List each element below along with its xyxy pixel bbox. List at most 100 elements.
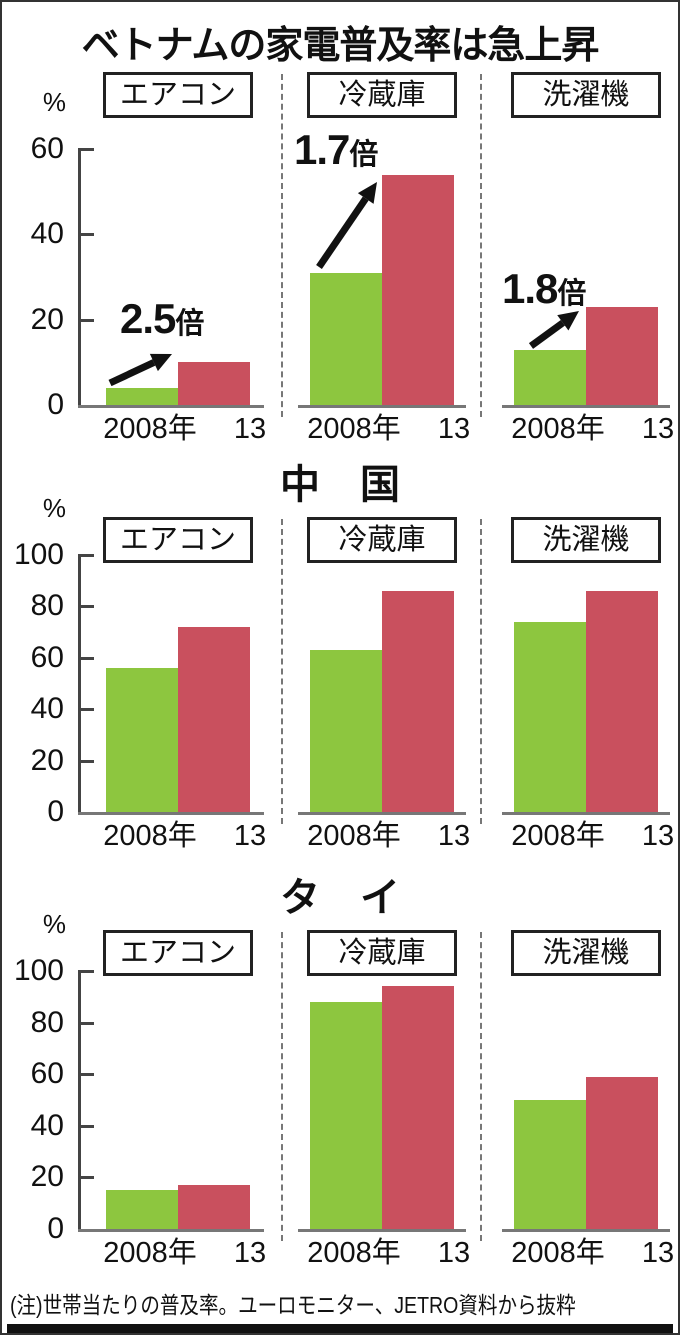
y-tick-mark — [78, 708, 94, 712]
bar-2013 — [382, 590, 454, 812]
x-tick-label-2008: 2008年 — [511, 820, 605, 852]
region-header: 中 国 — [280, 463, 400, 507]
bar-2013 — [382, 986, 454, 1229]
panel-label-box: エアコン — [103, 930, 253, 976]
y-tick-label: 20 — [30, 743, 64, 777]
y-axis-line — [78, 555, 81, 812]
panel-label-box: エアコン — [103, 517, 253, 563]
y-tick-mark — [78, 759, 94, 763]
bar-2013 — [178, 362, 250, 405]
x-tick-label-13: 13 — [437, 413, 471, 445]
ratio-annotation: 1.8倍 — [502, 265, 586, 313]
x-tick-label-2008: 2008年 — [511, 1237, 605, 1269]
y-tick-mark — [78, 148, 94, 151]
ratio-annotation: 2.5倍 — [120, 295, 204, 343]
bar-2013 — [586, 306, 658, 405]
y-tick-label: 60 — [30, 132, 64, 165]
y-tick-label: 0 — [47, 1212, 64, 1245]
x-tick-label-13: 13 — [233, 413, 267, 445]
bar-2013 — [586, 1076, 658, 1229]
panel-separator — [281, 519, 283, 824]
y-tick-label: 100 — [13, 538, 64, 571]
panel-label-box: 冷蔵庫 — [307, 517, 457, 563]
x-axis-baseline — [502, 405, 670, 408]
bar-2008 — [310, 272, 382, 405]
x-axis-baseline — [78, 405, 264, 408]
panel-separator — [480, 74, 482, 417]
bar-2013 — [586, 590, 658, 812]
y-axis-unit: % — [42, 87, 66, 117]
panel-separator — [281, 932, 283, 1241]
y-tick-label: 20 — [30, 1160, 64, 1194]
x-tick-label-13: 13 — [437, 820, 471, 852]
panel-label-box: 洗濯機 — [511, 517, 661, 563]
x-tick-label-2008: 2008年 — [307, 413, 401, 445]
panel-separator — [480, 932, 482, 1241]
y-tick-mark — [78, 1021, 94, 1025]
y-tick-label: 80 — [30, 589, 64, 623]
y-axis-unit: % — [42, 909, 66, 939]
ratio-number: 1.8 — [502, 265, 558, 312]
y-axis-line — [78, 149, 81, 405]
panel-label-box: 冷蔵庫 — [307, 72, 457, 118]
y-tick-label: 60 — [30, 640, 64, 674]
panel-label-box: 洗濯機 — [511, 930, 661, 976]
y-tick-label: 40 — [30, 692, 64, 726]
y-tick-label: 100 — [13, 954, 64, 987]
y-tick-label: 20 — [30, 302, 64, 336]
y-tick-label: 40 — [30, 217, 64, 251]
bar-2008 — [310, 650, 382, 812]
bar-2008 — [514, 1100, 586, 1229]
y-tick-mark — [78, 233, 94, 237]
x-axis-baseline — [78, 812, 264, 815]
x-tick-label-2008: 2008年 — [103, 413, 197, 445]
panel-label-box: 冷蔵庫 — [307, 930, 457, 976]
bar-2013 — [382, 174, 454, 405]
x-tick-label-13: 13 — [641, 413, 675, 445]
increase-arrow-icon — [316, 182, 377, 269]
y-tick-label: 40 — [30, 1108, 64, 1142]
x-tick-label-13: 13 — [437, 1237, 471, 1269]
y-tick-label: 60 — [30, 1057, 64, 1091]
figure-title: ベトナムの家電普及率は急上昇 — [81, 25, 600, 67]
panel-label-box: 洗濯機 — [511, 72, 661, 118]
x-axis-baseline — [298, 812, 466, 815]
x-tick-label-13: 13 — [641, 820, 675, 852]
y-tick-label: 0 — [47, 795, 64, 828]
panel-separator — [480, 519, 482, 824]
x-axis-baseline — [502, 812, 670, 815]
y-tick-mark — [78, 554, 94, 557]
x-axis-baseline — [502, 1229, 670, 1232]
ratio-number: 1.7 — [294, 126, 350, 173]
ratio-suffix: 倍 — [557, 278, 587, 310]
footer-note: (注)世帯当たりの普及率。ユーロモニター、JETRO資料から抜粋 — [10, 1292, 576, 1318]
y-tick-mark — [78, 1176, 94, 1180]
ratio-suffix: 倍 — [175, 308, 205, 340]
x-tick-label-2008: 2008年 — [307, 820, 401, 852]
bar-2008 — [514, 621, 586, 812]
x-tick-label-13: 13 — [233, 1237, 267, 1269]
y-tick-mark — [78, 970, 94, 973]
ratio-suffix: 倍 — [349, 139, 379, 171]
increase-arrow-icon — [108, 353, 172, 387]
x-tick-label-2008: 2008年 — [103, 820, 197, 852]
bar-2013 — [178, 1185, 250, 1229]
bar-2008 — [106, 668, 178, 812]
x-axis-baseline — [298, 1229, 466, 1232]
x-axis-baseline — [298, 405, 466, 408]
y-axis-line — [78, 971, 81, 1229]
region-header: タ イ — [280, 876, 400, 920]
y-axis-unit: % — [42, 493, 66, 523]
bar-2008 — [106, 1190, 178, 1229]
bottom-rule — [7, 1324, 673, 1333]
panel-separator — [281, 74, 283, 417]
y-tick-mark — [78, 605, 94, 609]
y-tick-label: 80 — [30, 1005, 64, 1039]
x-tick-label-13: 13 — [641, 1237, 675, 1269]
y-tick-label: 0 — [47, 388, 64, 421]
x-axis-baseline — [78, 1229, 264, 1232]
bar-2008 — [514, 349, 586, 405]
x-tick-label-2008: 2008年 — [103, 1237, 197, 1269]
